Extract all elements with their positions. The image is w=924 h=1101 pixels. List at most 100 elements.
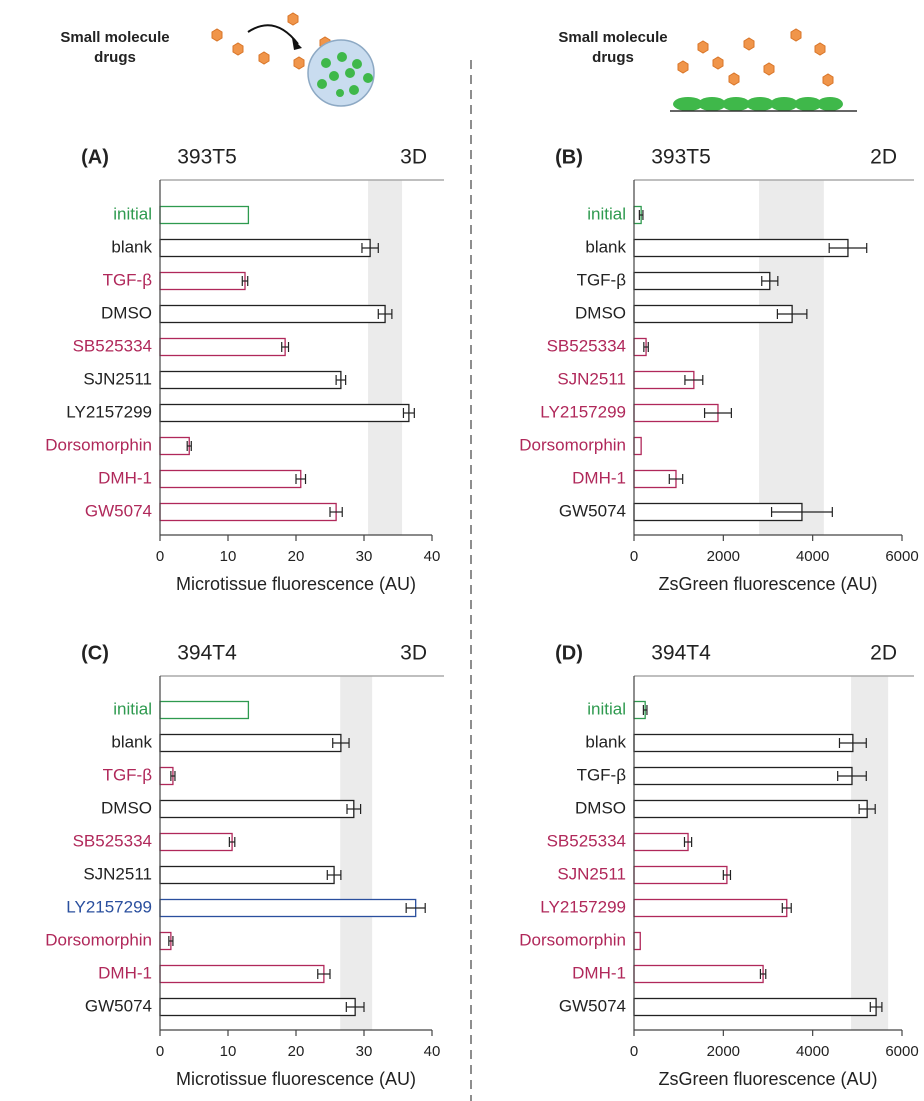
arrow bbox=[247, 24, 299, 45]
illustration-label: Small molecule bbox=[60, 29, 169, 46]
bar bbox=[633, 238, 849, 258]
x-tick-label: 30 bbox=[356, 548, 373, 565]
category-label: Dorsomorphin bbox=[45, 435, 152, 454]
category-label: SJN2511 bbox=[83, 864, 152, 883]
chart-subtitle: 3D bbox=[400, 146, 427, 169]
category-label: GW5074 bbox=[559, 996, 626, 1015]
category-label: LY2157299 bbox=[540, 402, 626, 421]
bar bbox=[159, 865, 335, 885]
bar bbox=[159, 370, 342, 390]
bar bbox=[159, 271, 246, 291]
bar bbox=[633, 832, 689, 852]
category-label: initial bbox=[587, 699, 626, 718]
category-label: SB525334 bbox=[73, 336, 152, 355]
chart-title: 394T4 bbox=[177, 642, 237, 665]
shaded-range bbox=[340, 676, 373, 1030]
category-label: SB525334 bbox=[547, 831, 626, 850]
x-tick-label: 2000 bbox=[707, 548, 740, 565]
x-tick-label: 20 bbox=[288, 548, 305, 565]
x-tick-label: 4000 bbox=[796, 1043, 829, 1060]
illustration-label: drugs bbox=[94, 49, 136, 66]
cell-layer bbox=[673, 97, 843, 111]
category-label: DMSO bbox=[575, 798, 626, 817]
category-label: SJN2511 bbox=[557, 369, 626, 388]
shaded-range bbox=[368, 180, 403, 535]
bar bbox=[159, 964, 325, 984]
x-tick-label: 4000 bbox=[796, 548, 829, 565]
category-label: initial bbox=[113, 699, 152, 718]
category-label: Dorsomorphin bbox=[519, 930, 626, 949]
category-label: LY2157299 bbox=[66, 402, 152, 421]
category-label: SB525334 bbox=[547, 336, 626, 355]
illustration-label: Small molecule bbox=[558, 29, 667, 46]
category-label: SJN2511 bbox=[557, 864, 626, 883]
category-label: DMSO bbox=[575, 303, 626, 322]
bar bbox=[633, 799, 868, 819]
bar bbox=[633, 931, 641, 951]
chart-subtitle: 3D bbox=[400, 642, 427, 665]
chart-title: 393T5 bbox=[651, 146, 711, 169]
x-tick-label: 0 bbox=[156, 548, 164, 565]
bar bbox=[633, 733, 854, 753]
bar bbox=[159, 700, 250, 720]
bar bbox=[159, 403, 410, 423]
cells bbox=[317, 52, 373, 97]
category-label: TGF-β bbox=[577, 765, 627, 784]
chart-title: 394T4 bbox=[651, 642, 711, 665]
category-label: blank bbox=[585, 732, 626, 751]
bar bbox=[159, 997, 356, 1017]
category-label: GW5074 bbox=[85, 501, 152, 520]
bar bbox=[633, 304, 793, 324]
arrowhead bbox=[292, 38, 302, 50]
bar bbox=[633, 436, 642, 456]
bar bbox=[633, 898, 788, 918]
x-axis-label: ZsGreen fluorescence (AU) bbox=[658, 574, 877, 594]
category-label: DMSO bbox=[101, 303, 152, 322]
category-label: DMH-1 bbox=[572, 468, 626, 487]
category-label: SJN2511 bbox=[83, 369, 152, 388]
category-label: LY2157299 bbox=[66, 897, 152, 916]
panel-label: (A) bbox=[81, 146, 109, 168]
x-axis-label: Microtissue fluorescence (AU) bbox=[176, 574, 416, 594]
x-tick-label: 2000 bbox=[707, 1043, 740, 1060]
bar bbox=[159, 799, 355, 819]
x-tick-label: 0 bbox=[630, 548, 638, 565]
category-label: Dorsomorphin bbox=[519, 435, 626, 454]
x-axis-label: ZsGreen fluorescence (AU) bbox=[658, 1069, 877, 1089]
bar bbox=[159, 238, 371, 258]
category-label: blank bbox=[111, 732, 152, 751]
x-tick-label: 20 bbox=[288, 1043, 305, 1060]
bar bbox=[633, 865, 728, 885]
bar bbox=[633, 766, 853, 786]
x-tick-label: 6000 bbox=[885, 1043, 918, 1060]
category-label: SB525334 bbox=[73, 831, 152, 850]
category-label: TGF-β bbox=[103, 765, 153, 784]
bar bbox=[633, 271, 771, 291]
category-label: GW5074 bbox=[559, 501, 626, 520]
chart-title: 393T5 bbox=[177, 146, 237, 169]
x-tick-label: 0 bbox=[630, 1043, 638, 1060]
bar bbox=[159, 469, 302, 489]
bar bbox=[159, 337, 286, 357]
category-label: blank bbox=[585, 237, 626, 256]
category-label: Dorsomorphin bbox=[45, 930, 152, 949]
category-label: TGF-β bbox=[103, 270, 153, 289]
category-label: blank bbox=[111, 237, 152, 256]
shaded-range bbox=[851, 676, 889, 1030]
shaded-range bbox=[759, 180, 824, 535]
chart-subtitle: 2D bbox=[870, 146, 897, 169]
category-label: DMSO bbox=[101, 798, 152, 817]
bar bbox=[159, 502, 337, 522]
x-tick-label: 0 bbox=[156, 1043, 164, 1060]
chart-subtitle: 2D bbox=[870, 642, 897, 665]
category-label: DMH-1 bbox=[572, 963, 626, 982]
x-tick-label: 10 bbox=[220, 548, 237, 565]
bar bbox=[159, 832, 233, 852]
x-axis-label: Microtissue fluorescence (AU) bbox=[176, 1069, 416, 1089]
bar bbox=[633, 964, 764, 984]
illustration-label: drugs bbox=[592, 49, 634, 66]
bar bbox=[159, 304, 386, 324]
x-tick-label: 10 bbox=[220, 1043, 237, 1060]
